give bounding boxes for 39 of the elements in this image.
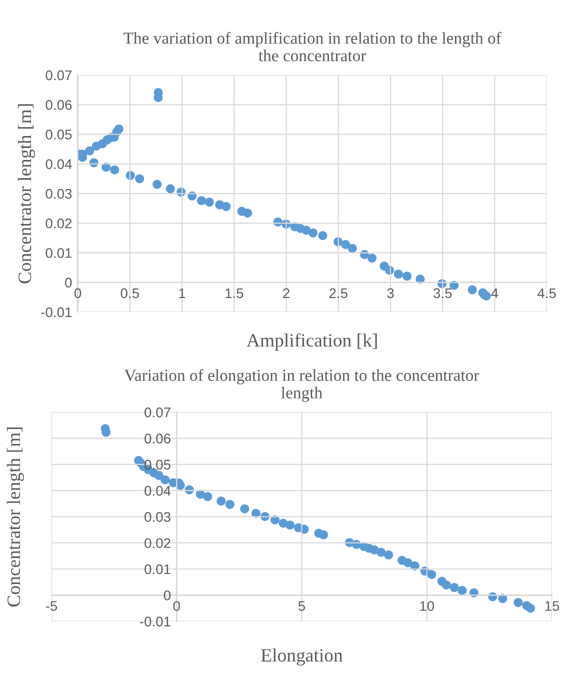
x-tick-label: 3 (387, 288, 394, 298)
x-tick-label: 1 (179, 288, 186, 298)
x-tick-label: 4.5 (538, 288, 556, 298)
y-tick-label: 0.07 (144, 407, 170, 418)
x-tick-label: 2.5 (329, 288, 348, 298)
x-axis-title: Elongation (261, 648, 343, 666)
y-tick-label: 0.02 (144, 538, 170, 548)
y-tick-label: 0.03 (46, 188, 72, 199)
x-tick-label: 0.5 (120, 288, 139, 298)
x-tick-label: -5 (46, 601, 58, 611)
x-axis-title: Amplification [k] (246, 333, 377, 351)
y-axis-title: Concentrator length [m] (18, 104, 36, 284)
y-axis-title: Concentrator length [m] (6, 428, 24, 607)
y-tick-label: 0.01 (46, 248, 72, 258)
y-tick-label: 0.07 (46, 70, 72, 80)
y-tick-label: 0.01 (144, 564, 170, 574)
x-tick-label: 10 (420, 601, 434, 611)
chart-title: Variation of elongation in relation to the concentrator length (124, 369, 480, 402)
y-tick-label: -0.01 (41, 307, 72, 318)
y-tick-label: 0.02 (46, 218, 72, 228)
x-tick-label: 0 (74, 288, 82, 298)
y-tick-label: 0 (164, 590, 171, 600)
x-tick-label: 1.5 (226, 288, 244, 298)
y-tick-label: 0.04 (46, 159, 72, 170)
y-tick-label: 0.05 (144, 460, 170, 470)
x-tick-label: 4 (491, 288, 498, 298)
y-tick-label: 0.06 (46, 100, 72, 110)
y-tick-label: -0.01 (140, 616, 170, 626)
y-tick-label: 0 (65, 278, 72, 288)
y-tick-label: 0.04 (144, 486, 171, 496)
y-tick-label: 0.05 (46, 130, 72, 140)
y-tick-label: 0.03 (144, 512, 170, 522)
chart-title: The variation of amplification in relation to the length of the concentrator (124, 32, 502, 62)
x-tick-label: 15 (545, 601, 560, 611)
x-tick-label: 0 (173, 601, 180, 611)
x-tick-label: 5 (298, 601, 306, 611)
y-tick-label: 0.06 (144, 434, 170, 444)
x-tick-label: 2 (283, 288, 290, 298)
x-tick-label: 3.5 (433, 288, 452, 298)
